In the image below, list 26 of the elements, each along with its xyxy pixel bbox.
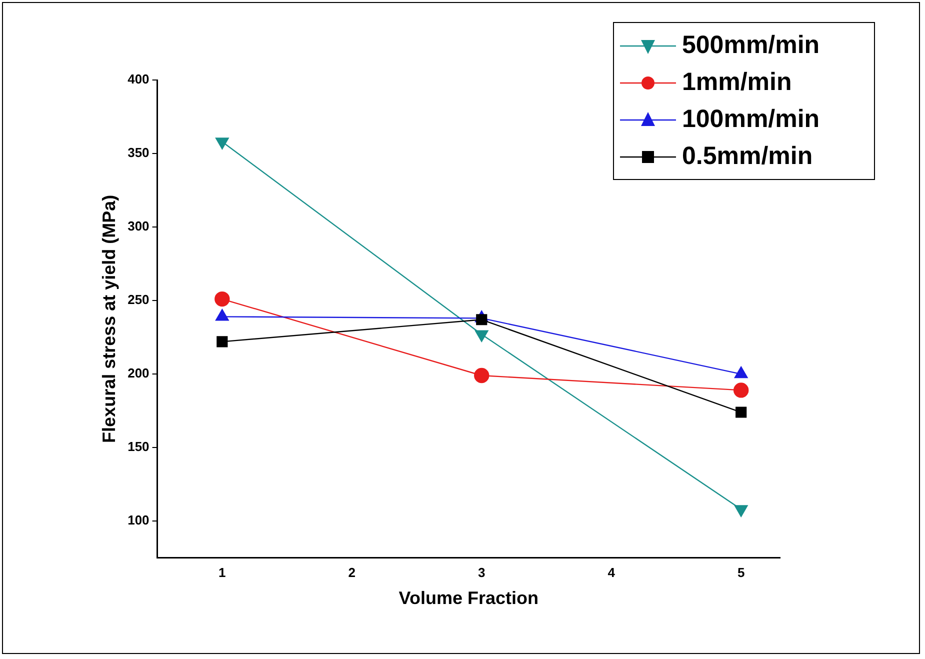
point (474, 330, 488, 342)
y-axis-title: Flexural stress at yield (MPa) (98, 194, 119, 443)
y-tick-label: 300 (128, 218, 150, 234)
y-tick-label: 250 (128, 292, 150, 308)
point (474, 368, 490, 384)
point (215, 138, 229, 150)
y-tick-label: 100 (128, 512, 150, 528)
legend-label: 0.5mm/min (682, 142, 813, 171)
y-tick-label: 400 (128, 72, 150, 87)
x-tick-label: 3 (478, 565, 486, 580)
x-tick-label: 5 (737, 565, 745, 580)
y-tick-label: 350 (128, 145, 150, 160)
x-tick-label: 4 (608, 565, 616, 580)
x-axis-title: Volume Fraction (398, 588, 538, 608)
y-tick-label: 200 (128, 366, 150, 381)
y-tick-label: 150 (128, 439, 150, 454)
legend-label: 1mm/min (682, 68, 792, 97)
point (476, 314, 488, 326)
point (736, 406, 747, 418)
point (216, 336, 228, 348)
legend-label: 500mm/min (682, 31, 820, 60)
point (214, 291, 230, 307)
x-tick-label: 1 (218, 565, 226, 580)
x-tick-label: 2 (348, 565, 356, 580)
point (733, 382, 749, 398)
legend-label: 100mm/min (682, 105, 820, 134)
